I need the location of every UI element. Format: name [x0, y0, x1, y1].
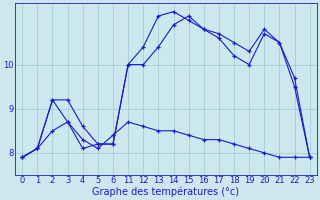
X-axis label: Graphe des températures (°c): Graphe des températures (°c): [92, 187, 239, 197]
